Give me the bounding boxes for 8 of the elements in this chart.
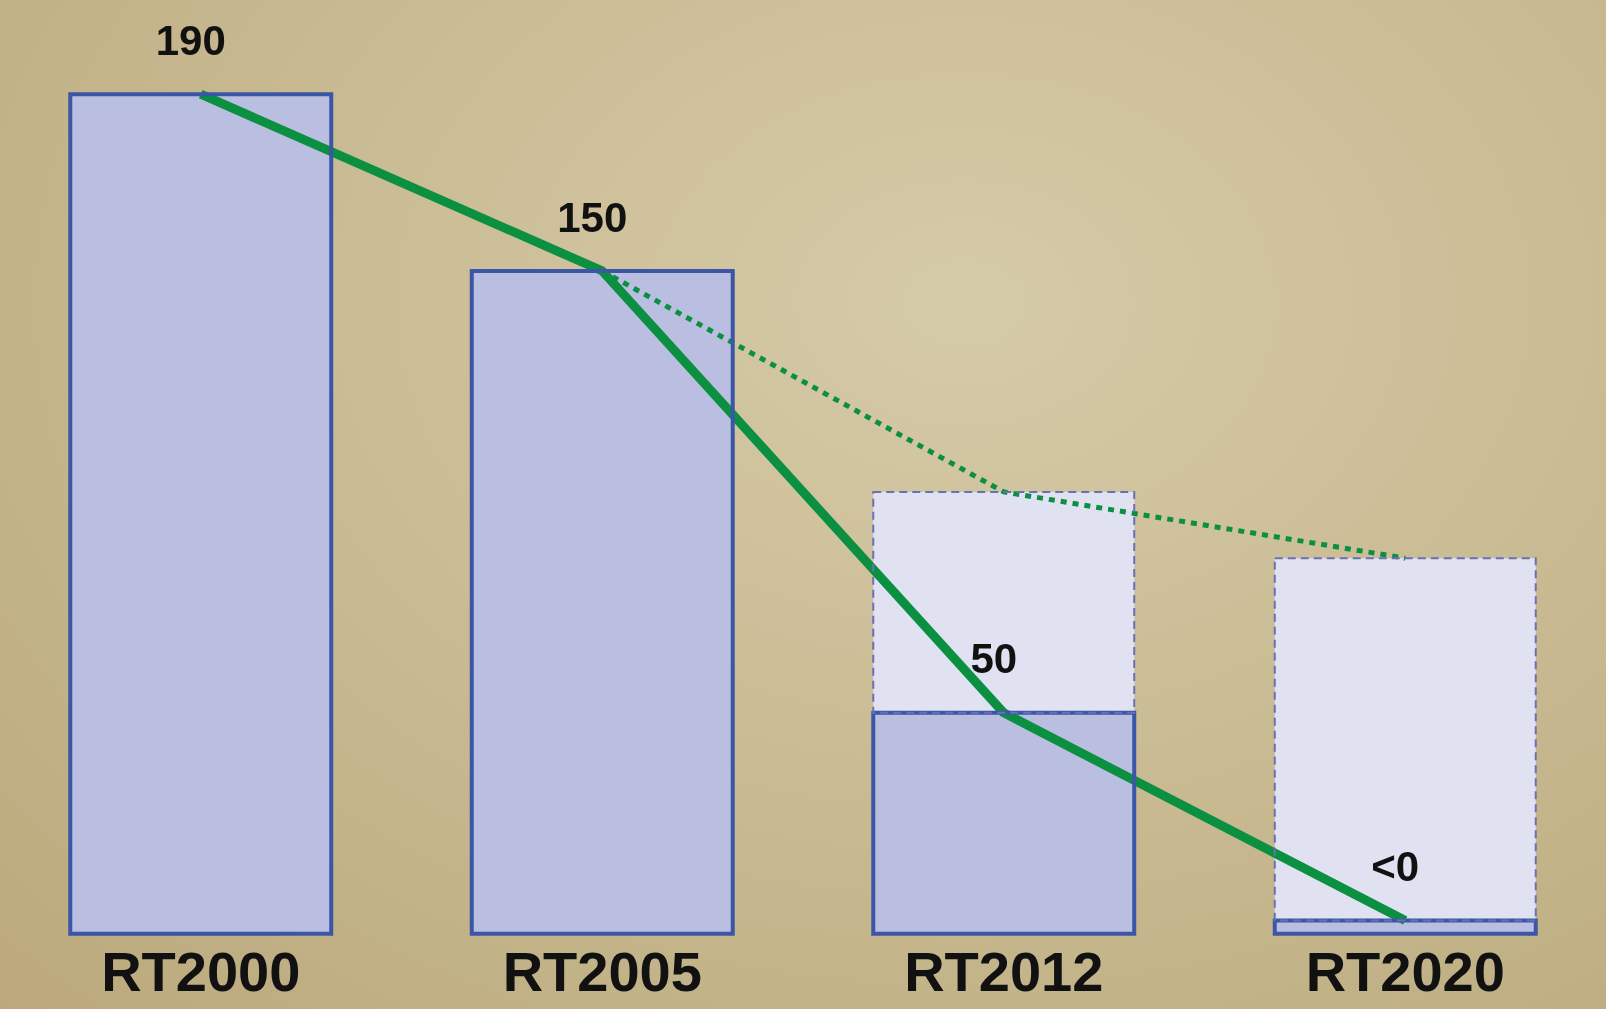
data-label: 190 — [155, 16, 226, 64]
x-tick-label: RT2000 — [101, 939, 301, 1003]
data-label: 50 — [970, 635, 1018, 683]
x-tick-label: RT2005 — [502, 939, 702, 1003]
x-tick-label: RT2012 — [904, 939, 1104, 1003]
data-label: 150 — [557, 193, 628, 241]
data-label: <0 — [1371, 843, 1420, 891]
x-tick-label: RT2020 — [1305, 939, 1505, 1003]
